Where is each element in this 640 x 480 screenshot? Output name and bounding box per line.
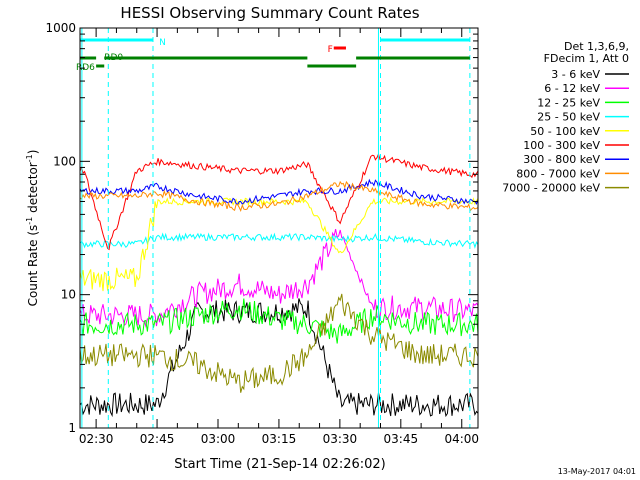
series-line-6 <box>79 178 479 206</box>
x-tick-label-1: 02:45 <box>140 432 175 446</box>
series-line-7 <box>79 180 479 212</box>
legend-header-1: FDecim 1, Att 0 <box>544 52 629 65</box>
legend-label-0: 3 - 6 keV <box>551 68 600 81</box>
y-axis-label-mid: detector <box>26 162 40 217</box>
chart-title: HESSI Observing Summary Count Rates <box>120 4 419 22</box>
x-tick-label-2: 03:00 <box>201 432 236 446</box>
series-line-3 <box>79 232 479 249</box>
series-line-5 <box>79 152 479 251</box>
y-tick-label-1: 10 <box>61 288 76 302</box>
annotation-label-f: F <box>328 45 333 55</box>
footer-date: 13-May-2017 04:01 <box>558 467 636 476</box>
legend-label-6: 300 - 800 keV <box>523 153 600 166</box>
annotation-label-rd0: RD0 <box>104 53 123 63</box>
series-line-8 <box>79 293 479 393</box>
x-axis-label: Start Time (21-Sep-14 02:26:02) <box>174 457 385 472</box>
legend-label-5: 100 - 300 keV <box>523 139 600 152</box>
legend-header-0: Det 1,3,6,9, <box>564 40 629 53</box>
legend-label-7: 800 - 7000 keV <box>516 167 600 180</box>
axes: 1 10 100 1000 02:30 02:45 03:00 03:15 03:30 03:45… <box>45 21 479 446</box>
y-axis-label-end: ) <box>26 150 40 155</box>
y-axis-label-sup1: -1 <box>25 217 34 225</box>
series-line-0 <box>79 298 479 418</box>
x-tick-label-3: 03:15 <box>262 432 297 446</box>
plot-area: N F RD6 RD0 <box>76 28 479 428</box>
y-axis-label-sup2: -1 <box>25 154 34 162</box>
y-tick-label-3: 1000 <box>45 21 76 35</box>
annotation-label-n: N <box>159 38 166 48</box>
series-line-2 <box>79 298 479 344</box>
legend-label-8: 7000 - 20000 keV <box>502 182 600 195</box>
y-tick-label-0: 1 <box>68 421 76 435</box>
legend-label-4: 50 - 100 keV <box>530 125 600 138</box>
x-tick-label-4: 03:30 <box>323 432 358 446</box>
legend-label-2: 12 - 25 keV <box>537 96 600 109</box>
legend-label-3: 25 - 50 keV <box>537 111 600 124</box>
y-tick-label-2: 100 <box>53 154 76 168</box>
y-axis-label: Count Rate (s-1 detector-1) <box>25 150 40 307</box>
annotation-label-rd6: RD6 <box>76 63 95 73</box>
x-tick-label-0: 02:30 <box>79 432 114 446</box>
x-tick-label-5: 03:45 <box>384 432 419 446</box>
legend-label-1: 6 - 12 keV <box>544 82 600 95</box>
y-axis-label-main: Count Rate (s <box>26 225 40 307</box>
x-tick-label-6: 04:00 <box>444 432 479 446</box>
